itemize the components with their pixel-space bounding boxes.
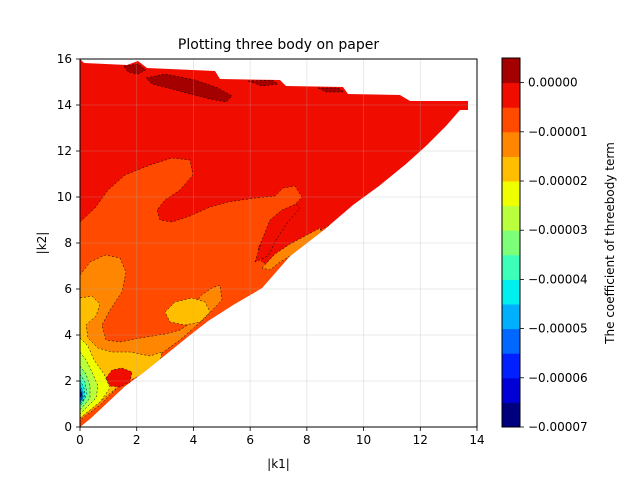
colorbar-band <box>502 156 520 182</box>
x-tick-label: 4 <box>190 433 198 447</box>
contour-band-red-spot <box>105 367 133 388</box>
colorbar-tick-label: −0.00004 <box>528 272 588 286</box>
colorbar-tick-label: 0.00000 <box>528 76 578 90</box>
x-tick-label: 6 <box>246 433 254 447</box>
y-tick-label: 14 <box>57 98 72 112</box>
colorbar-band <box>502 131 520 157</box>
x-tick-label: 2 <box>133 433 141 447</box>
colorbar <box>502 58 520 428</box>
colorbar-band <box>502 353 520 379</box>
y-axis-ticks: 0 2 4 6 8 10 12 14 16 <box>57 52 80 434</box>
y-tick-label: 8 <box>64 236 72 250</box>
colorbar-band <box>502 181 520 207</box>
colorbar-ticks: 0.00000 −0.00001 −0.00002 −0.00003 −0.00004 −… <box>520 76 588 434</box>
colorbar-band <box>502 205 520 231</box>
y-tick-label: 2 <box>64 374 72 388</box>
colorbar-tick-label: −0.00005 <box>528 322 588 336</box>
colorbar-label: The coefficient of threebody term <box>603 142 617 345</box>
colorbar-tick-label: −0.00006 <box>528 371 588 385</box>
contour-band-darkred-far <box>317 87 345 93</box>
y-tick-label: 4 <box>64 328 72 342</box>
contour-band-darkred-right <box>247 79 279 87</box>
x-axis-label: |k1| <box>267 457 290 471</box>
y-tick-label: 0 <box>64 420 72 434</box>
colorbar-frame <box>501 57 521 428</box>
y-tick-label: 12 <box>57 144 72 158</box>
x-axis-ticks: 0 2 4 6 8 10 12 14 <box>76 427 485 447</box>
contour-band-orange-patch <box>261 227 323 271</box>
colorbar-tick-label: −0.00002 <box>528 174 588 188</box>
y-tick-label: 16 <box>57 52 72 66</box>
colorbar-band <box>502 328 520 354</box>
x-tick-label: 14 <box>469 433 484 447</box>
x-tick-label: 10 <box>356 433 371 447</box>
colorbar-tick-label: −0.00007 <box>528 420 588 434</box>
colorbar-band <box>502 254 520 280</box>
colorbar-band <box>502 107 520 133</box>
colorbar-band <box>502 230 520 256</box>
colorbar-tick-label: −0.00003 <box>528 223 588 237</box>
contour-band-darkred-top <box>123 63 147 75</box>
chart-title: Plotting three body on paper <box>178 37 379 53</box>
colorbar-band <box>502 82 520 108</box>
colorbar-band <box>502 402 520 428</box>
colorbar-band <box>502 304 520 330</box>
y-tick-label: 10 <box>57 190 72 204</box>
y-axis-label: |k2| <box>35 232 49 255</box>
contour-band-red-finger <box>254 203 301 263</box>
x-tick-label: 12 <box>413 433 428 447</box>
colorbar-band <box>502 279 520 305</box>
y-tick-label: 6 <box>64 282 72 296</box>
colorbar-band <box>502 377 520 403</box>
x-tick-label: 8 <box>303 433 311 447</box>
x-tick-label: 0 <box>76 433 84 447</box>
contour-band-amber-blob <box>164 297 211 326</box>
colorbar-tick-label: −0.00001 <box>528 125 588 139</box>
contour-band-darkred-main <box>145 73 233 103</box>
colorbar-band <box>502 58 520 84</box>
